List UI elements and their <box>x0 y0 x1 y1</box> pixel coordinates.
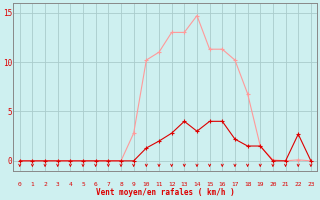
X-axis label: Vent moyen/en rafales ( km/h ): Vent moyen/en rafales ( km/h ) <box>96 188 235 197</box>
